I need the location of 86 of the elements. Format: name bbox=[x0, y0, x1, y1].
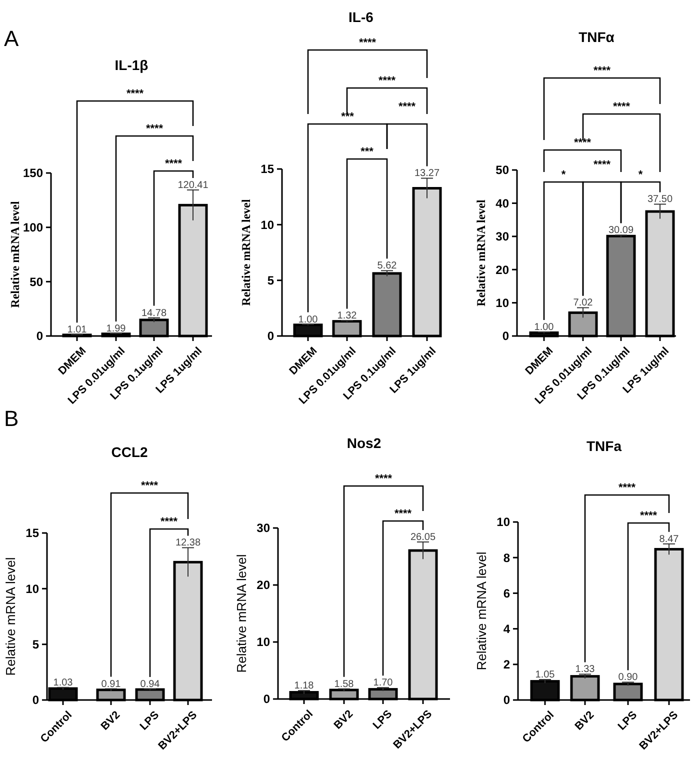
y-tick-label: 40 bbox=[496, 196, 510, 210]
y-tick-label: 10 bbox=[496, 296, 510, 310]
data-label: 1.70 bbox=[373, 678, 394, 689]
data-label: 8.47 bbox=[659, 534, 680, 545]
y-tick-label: 0 bbox=[32, 693, 40, 708]
y-tick-label: 100 bbox=[22, 220, 44, 235]
data-label: 13.27 bbox=[414, 168, 440, 180]
chart-title: CCL2 bbox=[111, 444, 148, 460]
annotation: * bbox=[638, 169, 644, 181]
data-label: 14.78 bbox=[141, 308, 167, 319]
data-label: 0.91 bbox=[101, 678, 122, 690]
annotation: * bbox=[561, 169, 566, 181]
y-tick-label: 0 bbox=[263, 692, 270, 706]
chart-title: TNFα bbox=[578, 29, 615, 45]
y-axis-title: Relative mRNA level bbox=[3, 557, 18, 676]
y-tick-label: 50 bbox=[30, 274, 44, 289]
y-tick-label: 8 bbox=[503, 550, 510, 565]
text: **** bbox=[146, 123, 164, 135]
data-label: 0.94 bbox=[140, 678, 160, 690]
chart-title: IL-1β bbox=[114, 57, 149, 73]
data-label: 12.38 bbox=[175, 538, 201, 549]
y-tick-label: 150 bbox=[22, 166, 44, 180]
text: **** bbox=[374, 473, 393, 485]
data-label: 7.02 bbox=[573, 298, 594, 309]
text: **** bbox=[140, 480, 159, 492]
y-tick-label: 0 bbox=[267, 329, 274, 344]
text: **** bbox=[394, 508, 412, 520]
text: *** bbox=[360, 146, 374, 158]
y-tick-label: 10 bbox=[256, 635, 270, 650]
y-tick-label: 0 bbox=[502, 329, 510, 344]
y-tick-label: 20 bbox=[256, 578, 270, 592]
chart-title: TNFa bbox=[586, 438, 622, 454]
y-tick-label: 2 bbox=[503, 658, 510, 672]
data-label: 1.58 bbox=[334, 678, 354, 690]
y-axis-title: Relative mRNA level bbox=[8, 200, 22, 308]
data-label: 120.41 bbox=[178, 180, 209, 191]
text: A bbox=[4, 26, 19, 51]
y-tick-label: 10 bbox=[26, 582, 40, 596]
y-tick-label: 4 bbox=[503, 622, 510, 636]
text: **** bbox=[574, 137, 592, 149]
y-tick-label: 5 bbox=[267, 274, 274, 288]
y-tick-label: 15 bbox=[260, 162, 274, 176]
data-label: 1.32 bbox=[337, 310, 358, 322]
y-tick-label: 10 bbox=[260, 218, 274, 232]
y-tick-label: 15 bbox=[26, 526, 40, 540]
y-tick-label: 0 bbox=[36, 329, 44, 344]
chart-title: Nos2 bbox=[346, 435, 382, 451]
text: **** bbox=[126, 88, 144, 100]
text: **** bbox=[164, 158, 183, 170]
data-label: 26.05 bbox=[410, 532, 436, 543]
data-label: 1.18 bbox=[294, 680, 314, 692]
data-label: 1.05 bbox=[535, 670, 556, 681]
y-tick-label: 30 bbox=[496, 230, 510, 244]
data-label: 30.09 bbox=[608, 225, 634, 236]
y-tick-label: 30 bbox=[256, 521, 270, 536]
text: **** bbox=[398, 101, 416, 113]
data-label: 1.33 bbox=[575, 664, 596, 676]
data-label: 1.01 bbox=[67, 324, 88, 336]
text: **** bbox=[593, 65, 612, 77]
y-axis-title: Relative mRNA level bbox=[474, 199, 488, 306]
text: **** bbox=[378, 75, 396, 87]
y-tick-label: 10 bbox=[496, 515, 510, 530]
y-axis-title: Relative mRNA level bbox=[234, 554, 249, 673]
text: *** bbox=[341, 111, 355, 123]
data-label: 0.90 bbox=[618, 672, 638, 684]
annotation: **** bbox=[640, 510, 658, 522]
annotation: **** bbox=[593, 159, 612, 171]
y-axis-title: Relative mRNA level bbox=[474, 552, 489, 670]
data-label: 5.62 bbox=[377, 260, 398, 272]
data-label: 1.03 bbox=[53, 677, 74, 688]
text: **** bbox=[160, 516, 178, 528]
text: B bbox=[4, 406, 19, 431]
text: **** bbox=[612, 101, 631, 113]
y-tick-label: 0 bbox=[503, 693, 510, 708]
y-axis-title: Relative mRNA level bbox=[239, 198, 253, 306]
y-tick-label: 6 bbox=[503, 586, 510, 600]
text: **** bbox=[618, 482, 636, 494]
y-tick-label: 50 bbox=[496, 163, 510, 178]
data-label: 1.00 bbox=[298, 314, 318, 326]
text: **** bbox=[358, 37, 377, 49]
y-tick-label: 5 bbox=[32, 638, 40, 652]
data-label: 37.50 bbox=[647, 194, 673, 206]
data-label: 1.00 bbox=[534, 322, 554, 334]
data-label: 1.99 bbox=[106, 324, 126, 335]
y-tick-label: 20 bbox=[496, 262, 510, 277]
chart-title: IL-6 bbox=[348, 9, 374, 25]
